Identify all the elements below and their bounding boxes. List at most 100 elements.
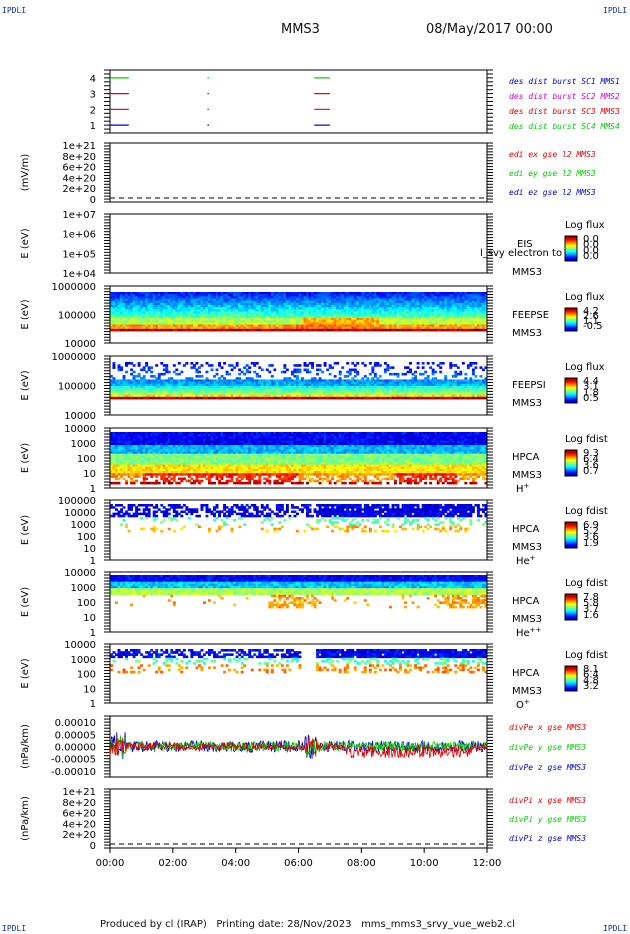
heatmap-cell bbox=[190, 298, 194, 302]
heatmap-cell bbox=[162, 364, 166, 367]
heatmap-cell bbox=[451, 292, 455, 295]
heatmap-cell bbox=[115, 468, 118, 472]
colorbar-segment bbox=[565, 311, 577, 314]
heatmap-cell bbox=[313, 322, 317, 325]
heatmap-cell bbox=[140, 381, 144, 385]
heatmap-cell bbox=[253, 322, 257, 325]
heatmap-cell bbox=[308, 296, 312, 299]
heatmap-cell bbox=[230, 326, 234, 330]
heatmap-cell bbox=[170, 394, 174, 398]
heatmap-cell bbox=[298, 313, 302, 317]
heatmap-cell bbox=[288, 326, 292, 330]
heatmap-cell bbox=[363, 300, 367, 304]
heatmap-cell bbox=[200, 318, 204, 321]
heatmap-cell bbox=[353, 311, 357, 315]
heatmap-cell bbox=[429, 305, 433, 308]
heatmap-cell bbox=[255, 328, 259, 332]
heatmap-cell bbox=[273, 381, 277, 385]
heatmap-cell bbox=[373, 313, 377, 317]
heatmap-cell bbox=[238, 377, 242, 380]
heatmap-cell bbox=[192, 328, 196, 332]
colorbar-segment bbox=[565, 325, 577, 327]
heatmap-cell bbox=[223, 381, 227, 385]
heatmap-cell bbox=[363, 390, 367, 393]
heatmap-cell bbox=[404, 322, 407, 325]
y-tick-label: 1000000 bbox=[51, 282, 96, 293]
heatmap-cell bbox=[152, 320, 156, 323]
heatmap-cell bbox=[441, 326, 445, 330]
heatmap-cell bbox=[404, 300, 407, 304]
heatmap-cell bbox=[112, 302, 116, 306]
heatmap-cell bbox=[130, 368, 134, 372]
heatmap-cell bbox=[285, 390, 289, 393]
heatmap-cell bbox=[190, 322, 194, 325]
heatmap-cell bbox=[265, 296, 269, 299]
heatmap-cell bbox=[459, 311, 463, 315]
heatmap-cell bbox=[127, 390, 131, 393]
heatmap-cell bbox=[343, 315, 347, 319]
heatmap-cell bbox=[356, 362, 360, 365]
heatmap-cell bbox=[248, 315, 252, 319]
heatmap-cell bbox=[147, 366, 151, 369]
y-tick-label: 8e+20 bbox=[62, 152, 96, 163]
heatmap-cell bbox=[197, 396, 201, 400]
heatmap-cell bbox=[127, 462, 131, 465]
heatmap-cell bbox=[353, 300, 357, 304]
heatmap-cell bbox=[446, 307, 450, 310]
heatmap-cell bbox=[127, 466, 131, 470]
heatmap-cell bbox=[295, 298, 299, 302]
heatmap-cell bbox=[288, 320, 292, 323]
heatmap-cell bbox=[295, 364, 299, 367]
heatmap-cell bbox=[479, 379, 483, 382]
heatmap-cell bbox=[177, 385, 181, 389]
heatmap-cell bbox=[215, 298, 219, 302]
heatmap-cell bbox=[306, 383, 309, 387]
heatmap-cell bbox=[331, 309, 335, 312]
heatmap-cell bbox=[223, 294, 227, 297]
heatmap-cell bbox=[175, 381, 179, 385]
heatmap-cell bbox=[117, 381, 121, 385]
heatmap-cell bbox=[303, 381, 307, 385]
heatmap-cell bbox=[177, 294, 181, 297]
heatmap-cell bbox=[446, 396, 450, 400]
heatmap-cell bbox=[197, 296, 201, 299]
heatmap-cell bbox=[125, 453, 128, 457]
heatmap-cell bbox=[218, 388, 221, 391]
heatmap-cell bbox=[115, 307, 118, 310]
heatmap-cell bbox=[122, 309, 126, 312]
heatmap-cell bbox=[215, 379, 219, 382]
heatmap-cell bbox=[459, 313, 463, 317]
heatmap-cell bbox=[313, 385, 317, 389]
heatmap-cell bbox=[233, 318, 237, 321]
heatmap-cell bbox=[285, 385, 289, 389]
heatmap-cell bbox=[157, 318, 161, 321]
heatmap-cell bbox=[439, 390, 443, 393]
heatmap-cell bbox=[376, 309, 380, 312]
heatmap-cell bbox=[469, 326, 473, 330]
heatmap-cell bbox=[351, 368, 355, 372]
heatmap-cell bbox=[461, 307, 465, 310]
heatmap-cell bbox=[363, 322, 367, 325]
heatmap-cell bbox=[469, 305, 473, 308]
heatmap-cell bbox=[285, 388, 289, 391]
heatmap-cell bbox=[424, 379, 428, 382]
heatmap-cell bbox=[132, 440, 136, 444]
heatmap-cell bbox=[459, 370, 463, 374]
heatmap-cell bbox=[391, 324, 395, 328]
heatmap-cell bbox=[170, 320, 174, 323]
heatmap-cell bbox=[293, 322, 297, 325]
heatmap-cell bbox=[157, 390, 161, 393]
heatmap-cell bbox=[404, 305, 407, 308]
heatmap-cell bbox=[481, 296, 485, 299]
heatmap-cell bbox=[250, 381, 254, 385]
heatmap-cell bbox=[243, 302, 247, 306]
heatmap-cell bbox=[406, 315, 410, 319]
heatmap-cell bbox=[446, 294, 450, 297]
heatmap-cell bbox=[331, 296, 335, 299]
heatmap-cell bbox=[399, 298, 402, 302]
heatmap-cell bbox=[283, 364, 287, 367]
heatmap-cell bbox=[145, 300, 149, 304]
heatmap-cell bbox=[396, 302, 400, 306]
heatmap-cell bbox=[388, 318, 392, 321]
